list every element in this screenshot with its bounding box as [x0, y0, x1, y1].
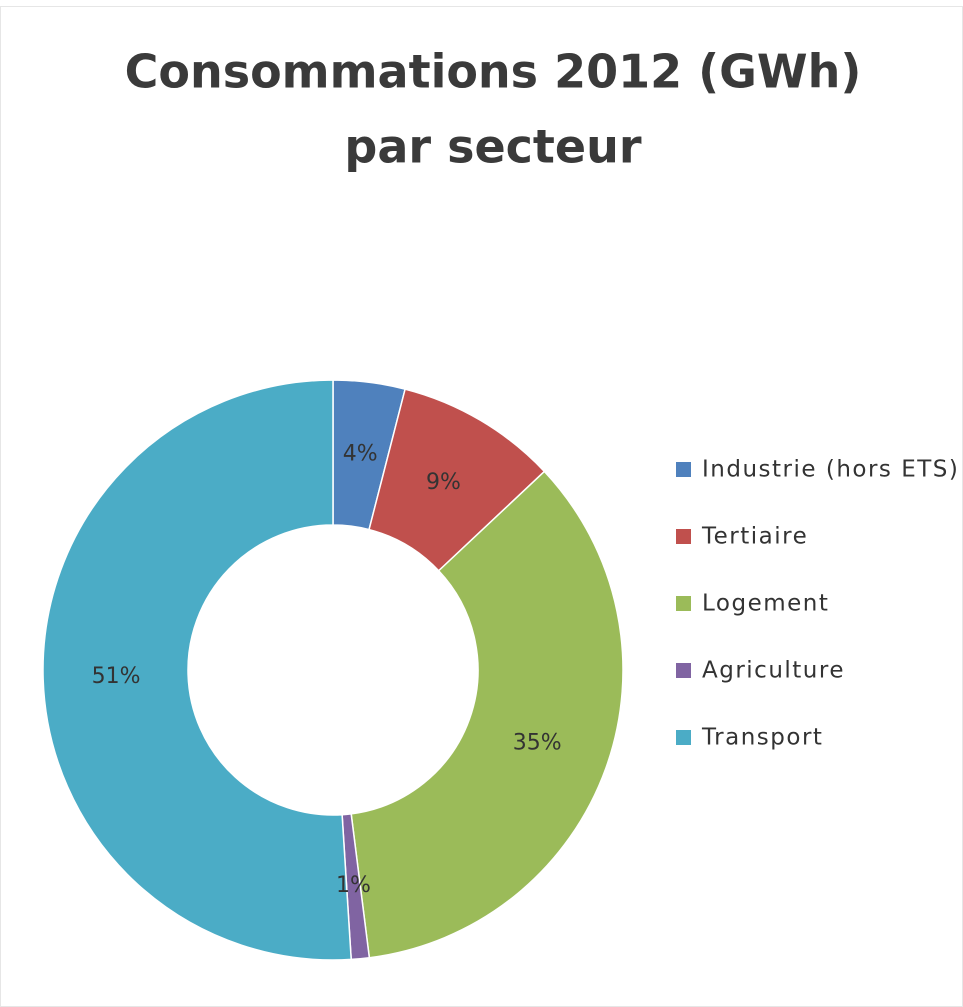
value-label: 1% [336, 873, 371, 898]
donut-slice [42, 379, 353, 961]
legend-swatch [676, 462, 691, 477]
chart-title: Consommations 2012 (GWh) [125, 45, 862, 99]
donut-slice [350, 470, 624, 959]
value-label: 51% [92, 664, 141, 689]
legend-swatch [676, 529, 691, 544]
value-label: 35% [513, 731, 562, 756]
legend-label: Transport [701, 725, 823, 751]
value-label: 4% [343, 442, 378, 467]
legend-swatch [676, 730, 691, 745]
legend-label: Logement [702, 591, 829, 617]
legend-label: Agriculture [702, 658, 845, 684]
legend-swatch [676, 663, 691, 678]
legend-label: Tertiaire [701, 524, 808, 550]
chart-title: par secteur [344, 120, 641, 174]
legend-label: Industrie (hors ETS) [702, 457, 959, 483]
value-label: 9% [426, 470, 461, 495]
legend-swatch [676, 596, 691, 611]
